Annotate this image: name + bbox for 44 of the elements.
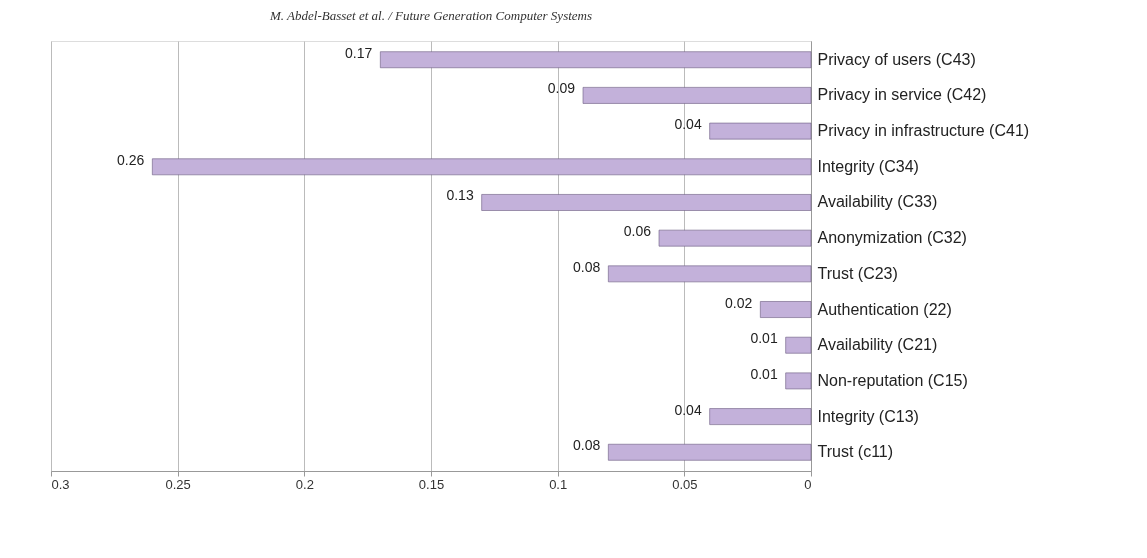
bar xyxy=(760,301,812,318)
bar xyxy=(709,122,812,140)
data-label: 0.13 xyxy=(446,187,474,204)
y-tick-label: Privacy of users (C43) xyxy=(817,50,976,68)
data-label: 0.02 xyxy=(725,294,753,311)
bar xyxy=(380,51,812,69)
y-tick-label: Anonymization (C32) xyxy=(817,229,967,247)
y-tick-label: Non-reputation (C15) xyxy=(817,371,968,389)
x-tick-label: 0.1 xyxy=(549,476,568,492)
data-label: 0.06 xyxy=(623,223,652,240)
y-tick-label: Trust (C23) xyxy=(817,264,898,282)
data-label: 0.04 xyxy=(674,116,702,133)
text: M. Abdel-Basset et al. / Future Generation Computer Systems xyxy=(268,8,593,23)
bar xyxy=(608,265,812,283)
bar xyxy=(608,443,812,461)
data-label: 0.04 xyxy=(674,401,702,418)
bar xyxy=(785,336,812,354)
x-tick-label: 0 xyxy=(804,476,812,492)
y-tick-label: Integrity (C13) xyxy=(817,407,919,425)
y-tick-label: Authentication (22) xyxy=(817,300,952,318)
bar xyxy=(709,408,812,425)
x-tick-label: 0.3 xyxy=(51,476,70,492)
bar xyxy=(152,158,812,176)
data-label: 0.01 xyxy=(750,365,778,382)
x-tick-label: 0.2 xyxy=(295,476,314,492)
bar xyxy=(481,194,812,211)
y-tick-label: Integrity (C34) xyxy=(817,157,919,175)
bar xyxy=(582,87,812,104)
bar xyxy=(658,229,812,247)
y-tick-label: Privacy in service (C42) xyxy=(817,86,987,104)
data-label: 0.08 xyxy=(573,258,601,275)
data-label: 0.01 xyxy=(750,330,778,347)
x-tick-label: 0.05 xyxy=(672,476,698,492)
x-tick-label: 0.25 xyxy=(165,476,191,492)
data-label: 0.17 xyxy=(345,44,373,61)
data-label: 0.09 xyxy=(547,80,576,97)
y-tick-label: Availability (C21) xyxy=(817,336,938,354)
y-tick-label: Privacy in infrastructure (C41) xyxy=(817,122,1030,140)
data-label: 0.26 xyxy=(117,151,145,168)
bar xyxy=(785,372,812,390)
y-tick-label: Availability (C33) xyxy=(817,193,938,211)
y-tick-label: Trust (c11) xyxy=(817,443,894,461)
x-tick-label: 0.15 xyxy=(418,476,445,492)
data-label: 0.08 xyxy=(573,437,601,454)
